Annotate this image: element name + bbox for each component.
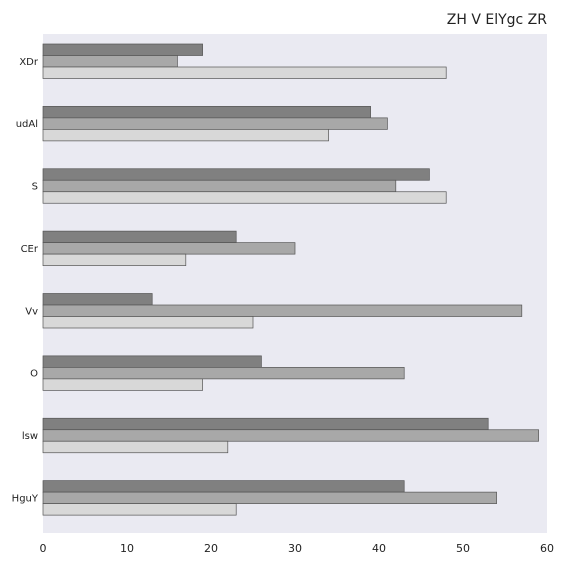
x-tick-label-20: 20 xyxy=(204,542,218,555)
x-tick-label-40: 40 xyxy=(372,542,386,555)
bar-HguY-series-1 xyxy=(42,480,405,493)
bar-HguY-series-3 xyxy=(42,503,237,516)
bar-XDr-series-2 xyxy=(42,55,178,68)
bar-XDr-series-3 xyxy=(42,66,447,79)
bar-udAl-series-1 xyxy=(42,106,371,119)
bar-lsw-series-1 xyxy=(42,417,489,431)
x-axis-ticks: 0 10 20 30 40 50 60 xyxy=(40,542,555,555)
category-label-O: O xyxy=(30,369,38,380)
bar-udAl-series-3 xyxy=(42,129,329,142)
bar-lsw-series-3 xyxy=(42,440,229,454)
bar-XDr-series-1 xyxy=(42,43,203,56)
bar-HguY-series-2 xyxy=(42,491,497,504)
category-label-CEr: CEr xyxy=(21,244,39,255)
bar-Vv-series-3 xyxy=(42,316,254,329)
category-label-XDr: XDr xyxy=(19,57,39,68)
bar-S-series-3 xyxy=(42,191,447,204)
category-label-lsw: lsw xyxy=(22,431,38,442)
bar-Vv-series-1 xyxy=(42,293,153,306)
x-tick-label-10: 10 xyxy=(120,542,134,555)
bar-CEr-series-2 xyxy=(42,242,296,255)
bar-udAl-series-2 xyxy=(42,117,388,130)
bar-O-series-3 xyxy=(42,378,203,391)
x-tick-label-30: 30 xyxy=(288,542,302,555)
bar-lsw-series-2 xyxy=(42,429,539,442)
bar-O-series-1 xyxy=(42,355,262,368)
x-tick-label-0: 0 xyxy=(40,542,47,555)
bar-CEr-series-3 xyxy=(42,253,187,266)
chart-title: ZH V ElYgc ZR xyxy=(447,12,548,28)
bars-group xyxy=(42,43,539,516)
category-label-Vv: Vv xyxy=(25,306,38,317)
category-label-udAl: udAl xyxy=(16,119,38,130)
bar-S-series-2 xyxy=(42,179,397,193)
category-label-HguY: HguY xyxy=(12,493,39,504)
bar-O-series-2 xyxy=(42,367,405,380)
x-tick-label-50: 50 xyxy=(456,542,470,555)
bar-S-series-1 xyxy=(42,168,430,181)
category-label-S: S xyxy=(32,182,38,193)
bar-CEr-series-1 xyxy=(42,230,237,243)
bar-Vv-series-2 xyxy=(42,304,523,317)
x-tick-label-60: 60 xyxy=(540,542,554,555)
